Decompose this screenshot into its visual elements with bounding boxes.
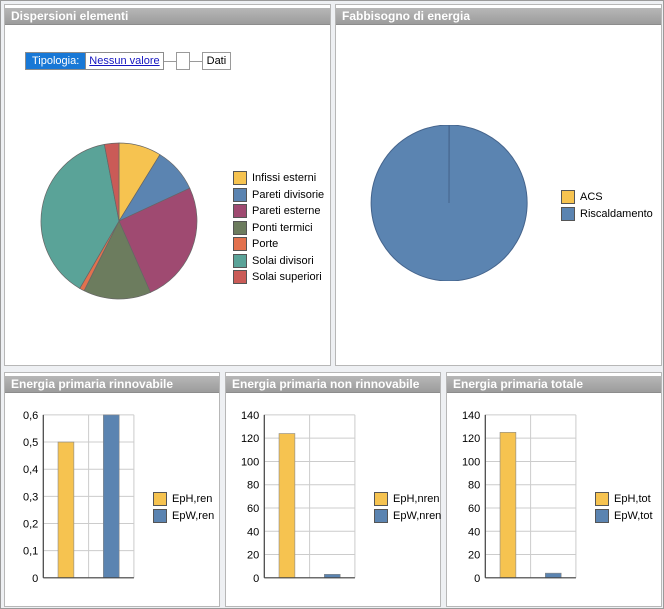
- svg-text:0,5: 0,5: [23, 437, 38, 449]
- svg-text:140: 140: [462, 410, 480, 422]
- svg-text:0,3: 0,3: [23, 491, 38, 503]
- svg-text:40: 40: [468, 526, 480, 538]
- svg-text:0: 0: [474, 573, 480, 585]
- svg-text:0,2: 0,2: [23, 519, 38, 531]
- svg-text:20: 20: [468, 550, 480, 562]
- svg-text:0,1: 0,1: [23, 546, 38, 558]
- svg-text:0,6: 0,6: [23, 410, 38, 422]
- svg-text:20: 20: [247, 550, 259, 562]
- svg-text:40: 40: [247, 526, 259, 538]
- svg-text:0: 0: [253, 573, 259, 585]
- svg-text:60: 60: [247, 503, 259, 515]
- svg-text:120: 120: [241, 433, 259, 445]
- svg-text:140: 140: [241, 410, 259, 422]
- svg-text:100: 100: [462, 456, 480, 468]
- svg-text:0: 0: [32, 573, 38, 585]
- svg-text:0,4: 0,4: [23, 464, 38, 476]
- svg-text:120: 120: [462, 433, 480, 445]
- svg-text:60: 60: [468, 503, 480, 515]
- svg-text:100: 100: [241, 456, 259, 468]
- svg-text:80: 80: [468, 480, 480, 492]
- svg-text:80: 80: [247, 480, 259, 492]
